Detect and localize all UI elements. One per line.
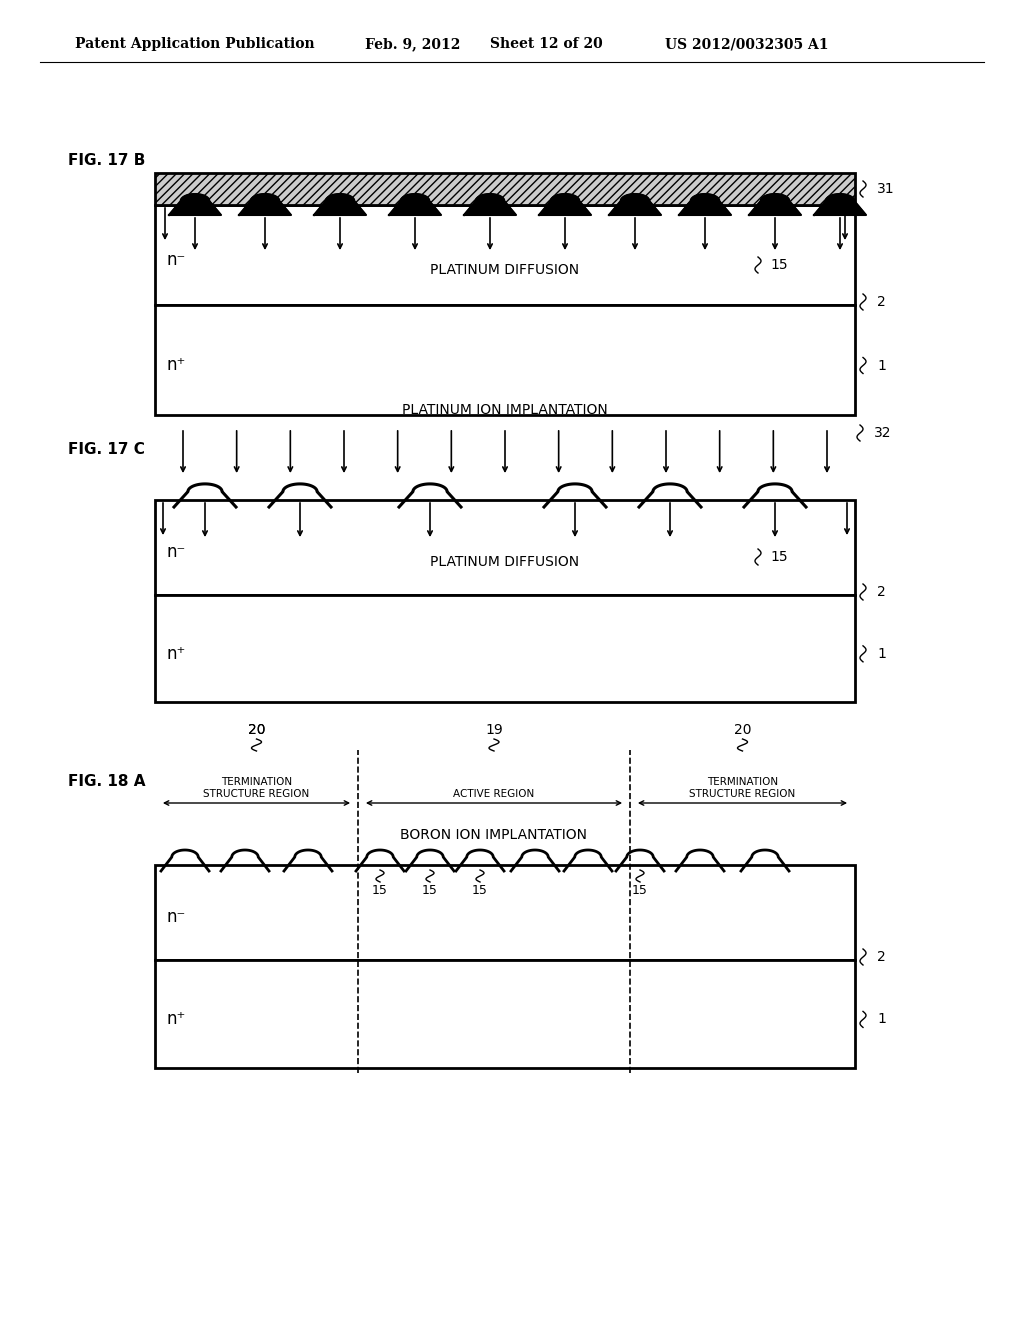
Text: 1: 1 (877, 1012, 886, 1027)
Text: 20: 20 (248, 723, 265, 737)
Text: 15: 15 (770, 257, 787, 272)
Text: TERMINATION
STRUCTURE REGION: TERMINATION STRUCTURE REGION (204, 777, 309, 799)
Text: TERMINATION
STRUCTURE REGION: TERMINATION STRUCTURE REGION (689, 777, 796, 799)
Text: FIG. 17 B: FIG. 17 B (68, 153, 145, 168)
Text: PLATINUM DIFFUSION: PLATINUM DIFFUSION (430, 263, 580, 277)
Text: n⁺: n⁺ (167, 1010, 186, 1028)
Text: 32: 32 (874, 426, 892, 440)
Bar (155, 173, 855, 205)
Bar (155, 960, 855, 1068)
Text: 2: 2 (877, 294, 886, 309)
Text: 15: 15 (632, 884, 648, 898)
Bar (155, 173, 855, 205)
Text: FIG. 17 C: FIG. 17 C (68, 442, 144, 458)
Text: 15: 15 (372, 884, 388, 898)
Polygon shape (314, 194, 366, 215)
Text: US 2012/0032305 A1: US 2012/0032305 A1 (665, 37, 828, 51)
Text: Patent Application Publication: Patent Application Publication (75, 37, 314, 51)
Text: n⁺: n⁺ (167, 356, 186, 375)
Text: Feb. 9, 2012: Feb. 9, 2012 (365, 37, 461, 51)
Text: 2: 2 (877, 950, 886, 964)
Text: n⁻: n⁻ (167, 251, 186, 269)
Polygon shape (169, 194, 221, 215)
Text: 15: 15 (422, 884, 438, 898)
Polygon shape (814, 194, 866, 215)
Text: Sheet 12 of 20: Sheet 12 of 20 (490, 37, 603, 51)
Polygon shape (749, 194, 801, 215)
Text: 31: 31 (877, 182, 895, 195)
Bar (155, 305, 855, 414)
Text: 1: 1 (877, 359, 886, 372)
Text: n⁻: n⁻ (167, 908, 186, 927)
Polygon shape (679, 194, 731, 215)
Text: 2: 2 (877, 585, 886, 599)
Text: 20: 20 (248, 723, 265, 737)
Polygon shape (609, 194, 662, 215)
Text: 19: 19 (485, 723, 503, 737)
Bar (155, 205, 855, 305)
Polygon shape (539, 194, 591, 215)
Text: 20: 20 (734, 723, 752, 737)
Polygon shape (239, 194, 291, 215)
Text: n⁺: n⁺ (167, 645, 186, 663)
Text: 1: 1 (877, 647, 886, 661)
Polygon shape (389, 194, 441, 215)
Polygon shape (464, 194, 516, 215)
Text: PLATINUM DIFFUSION: PLATINUM DIFFUSION (430, 554, 580, 569)
Bar (155, 595, 855, 702)
Text: ACTIVE REGION: ACTIVE REGION (454, 789, 535, 799)
Bar (155, 865, 855, 960)
Text: BORON ION IMPLANTATION: BORON ION IMPLANTATION (400, 828, 588, 842)
Text: PLATINUM ION IMPLANTATION: PLATINUM ION IMPLANTATION (402, 403, 608, 417)
Text: 15: 15 (472, 884, 488, 898)
Text: FIG. 18 A: FIG. 18 A (68, 775, 145, 789)
Text: 15: 15 (770, 550, 787, 564)
Bar (155, 500, 855, 595)
Text: n⁻: n⁻ (167, 544, 186, 561)
